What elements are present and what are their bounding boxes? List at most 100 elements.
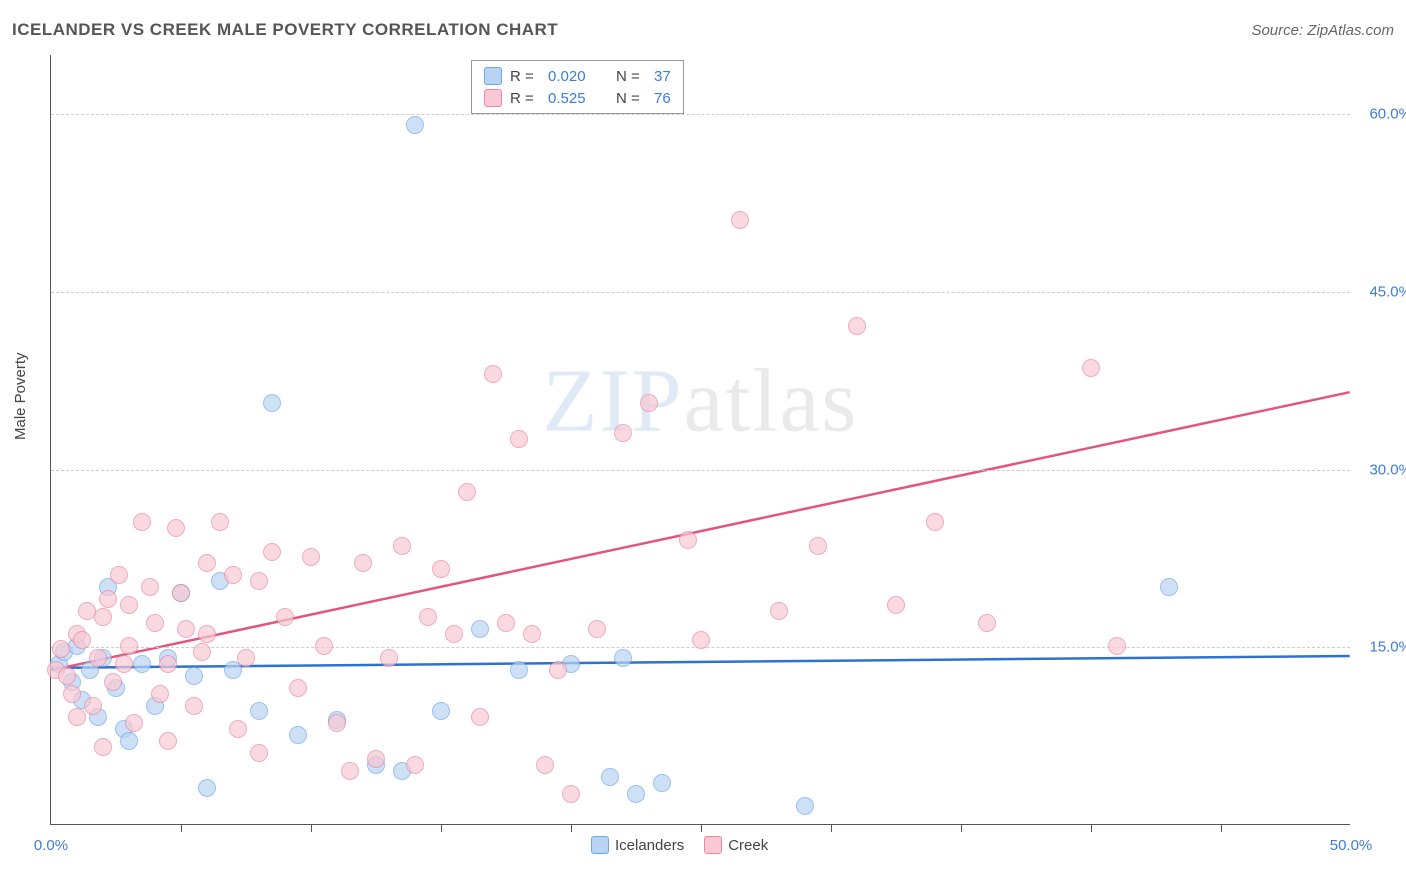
scatter-point — [354, 554, 372, 572]
x-tick — [571, 824, 572, 832]
correlation-legend: R =0.020N =37R =0.525N =76 — [471, 60, 684, 114]
scatter-point — [229, 720, 247, 738]
scatter-point — [601, 768, 619, 786]
r-label: R = — [510, 68, 540, 85]
scatter-point — [276, 608, 294, 626]
series-legend: Icelanders Creek — [591, 836, 768, 854]
scatter-point — [224, 566, 242, 584]
scatter-point — [770, 602, 788, 620]
legend-label: Icelanders — [615, 837, 684, 854]
watermark: ZIPatlas — [543, 350, 859, 453]
scatter-point — [151, 685, 169, 703]
scatter-point — [94, 608, 112, 626]
x-tick — [831, 824, 832, 832]
y-tick-label: 45.0% — [1369, 283, 1406, 300]
scatter-point — [406, 116, 424, 134]
scatter-point — [263, 543, 281, 561]
scatter-point — [328, 714, 346, 732]
y-axis-label: Male Poverty — [12, 352, 29, 440]
scatter-point — [978, 614, 996, 632]
r-value: 0.525 — [548, 90, 608, 107]
scatter-point — [73, 631, 91, 649]
scatter-point — [250, 572, 268, 590]
scatter-point — [250, 702, 268, 720]
scatter-point — [198, 625, 216, 643]
scatter-point — [104, 673, 122, 691]
scatter-point — [289, 679, 307, 697]
n-value: 76 — [654, 90, 671, 107]
scatter-point — [432, 702, 450, 720]
scatter-point — [99, 590, 117, 608]
legend-label: Creek — [728, 837, 768, 854]
scatter-point — [679, 531, 697, 549]
scatter-point — [263, 394, 281, 412]
scatter-point — [237, 649, 255, 667]
scatter-point — [523, 625, 541, 643]
scatter-point — [627, 785, 645, 803]
x-tick — [311, 824, 312, 832]
scatter-point — [159, 732, 177, 750]
scatter-point — [146, 614, 164, 632]
scatter-point — [141, 578, 159, 596]
scatter-point — [510, 661, 528, 679]
scatter-point — [471, 620, 489, 638]
scatter-point — [1108, 637, 1126, 655]
scatter-point — [110, 566, 128, 584]
scatter-point — [193, 643, 211, 661]
trend-lines — [51, 55, 1350, 824]
legend-swatch — [704, 836, 722, 854]
scatter-point — [120, 637, 138, 655]
x-tick-label: 0.0% — [34, 837, 68, 854]
scatter-point — [58, 667, 76, 685]
n-value: 37 — [654, 68, 671, 85]
y-tick-label: 60.0% — [1369, 106, 1406, 123]
gridline — [51, 470, 1350, 471]
scatter-point — [471, 708, 489, 726]
legend-row: R = 0.525 N = 76 — [484, 87, 671, 109]
n-label: N = — [616, 90, 646, 107]
scatter-point — [536, 756, 554, 774]
scatter-point — [89, 649, 107, 667]
scatter-point — [653, 774, 671, 792]
scatter-point — [125, 714, 143, 732]
r-label: R = — [510, 90, 540, 107]
scatter-point — [432, 560, 450, 578]
scatter-point — [133, 655, 151, 673]
scatter-point — [120, 732, 138, 750]
scatter-point — [341, 762, 359, 780]
scatter-point — [614, 649, 632, 667]
gridline — [51, 114, 1350, 115]
scatter-point — [185, 667, 203, 685]
scatter-point — [614, 424, 632, 442]
scatter-point — [94, 738, 112, 756]
scatter-point — [120, 596, 138, 614]
scatter-point — [380, 649, 398, 667]
scatter-point — [393, 537, 411, 555]
scatter-point — [302, 548, 320, 566]
scatter-point — [809, 537, 827, 555]
scatter-point — [133, 513, 151, 531]
x-tick — [701, 824, 702, 832]
scatter-point — [172, 584, 190, 602]
x-tick — [441, 824, 442, 832]
scatter-point — [848, 317, 866, 335]
x-tick — [181, 824, 182, 832]
scatter-point — [588, 620, 606, 638]
scatter-point — [115, 655, 133, 673]
scatter-point — [167, 519, 185, 537]
scatter-point — [185, 697, 203, 715]
x-tick — [1221, 824, 1222, 832]
scatter-point — [497, 614, 515, 632]
scatter-point — [510, 430, 528, 448]
scatter-point — [198, 779, 216, 797]
legend-item: Icelanders — [591, 836, 684, 854]
scatter-point — [549, 661, 567, 679]
scatter-point — [63, 685, 81, 703]
x-tick — [1091, 824, 1092, 832]
scatter-point — [198, 554, 216, 572]
scatter-point — [640, 394, 658, 412]
legend-swatch — [591, 836, 609, 854]
scatter-point — [458, 483, 476, 501]
legend-row: R =0.020N =37 — [484, 65, 671, 87]
scatter-point — [419, 608, 437, 626]
